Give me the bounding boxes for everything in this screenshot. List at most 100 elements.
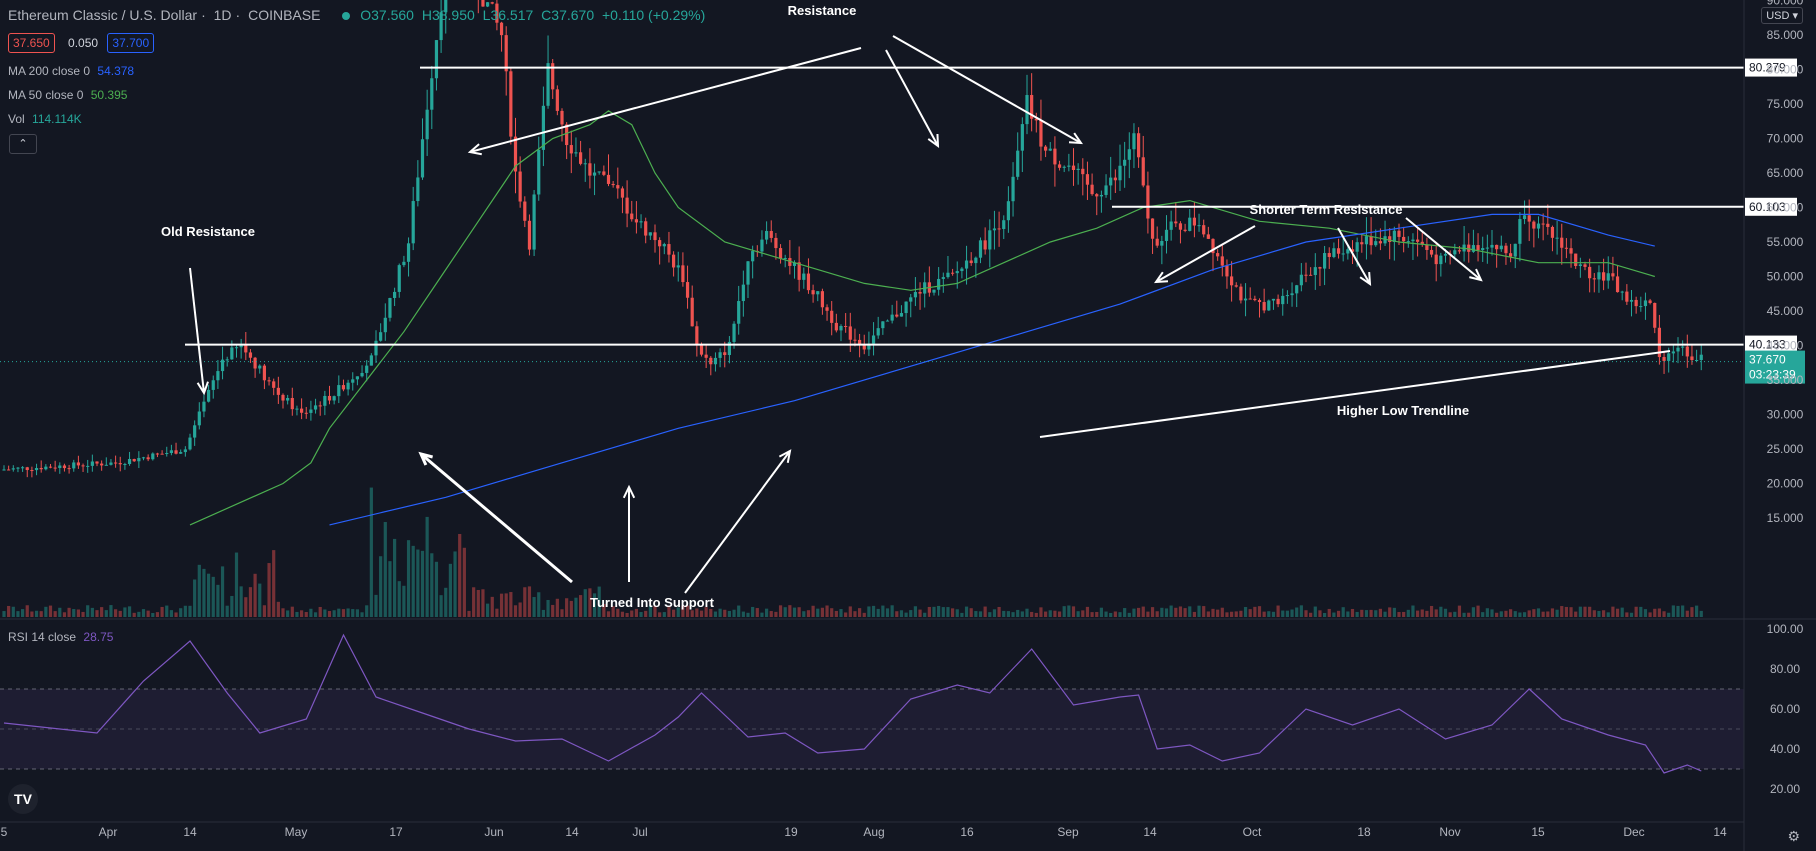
volume-bar bbox=[588, 588, 592, 617]
candle-body bbox=[1578, 264, 1582, 267]
volume-bar bbox=[1192, 611, 1196, 617]
volume-bar bbox=[1006, 611, 1010, 617]
candle-body bbox=[1313, 267, 1317, 276]
legend-vol[interactable]: Vol 114.114K bbox=[8, 112, 86, 126]
ask-price[interactable]: 37.700 bbox=[107, 33, 155, 53]
candle-body bbox=[132, 459, 136, 462]
chevron-up-icon: ⌃ bbox=[18, 138, 28, 150]
time-tick-label: 16 bbox=[960, 825, 974, 839]
candle-body bbox=[486, 2, 490, 7]
candle-body bbox=[699, 344, 704, 355]
candle-body bbox=[397, 265, 401, 292]
candle-body bbox=[318, 405, 322, 407]
tradingview-logo[interactable]: TV bbox=[8, 784, 38, 814]
volume-bar bbox=[1174, 607, 1178, 617]
candle-body bbox=[1076, 168, 1080, 171]
candle-body bbox=[1555, 237, 1559, 239]
volume-bar bbox=[885, 608, 890, 617]
volume-bar bbox=[1392, 607, 1396, 617]
volume-bar bbox=[909, 610, 913, 617]
volume-bar bbox=[904, 612, 908, 617]
candle-body bbox=[127, 459, 132, 465]
candle-body bbox=[723, 352, 727, 356]
volume-bar bbox=[830, 608, 834, 617]
volume-bar bbox=[871, 605, 876, 617]
rsi-line bbox=[3, 633, 1702, 774]
volume-bar bbox=[1457, 605, 1462, 617]
volume-bar bbox=[1243, 607, 1248, 617]
candle-body bbox=[1141, 157, 1145, 186]
legend-ma200[interactable]: MA 200 close 0 54.378 bbox=[8, 64, 138, 78]
volume-bar bbox=[825, 605, 829, 617]
time-tick-label: Aug bbox=[863, 825, 884, 839]
candle-body bbox=[509, 71, 513, 137]
legend-ma50[interactable]: MA 50 close 0 50.395 bbox=[8, 88, 131, 102]
candle-body bbox=[1332, 248, 1336, 257]
volume-bar bbox=[1685, 610, 1689, 617]
currency-selector[interactable]: USD ▾ bbox=[1761, 7, 1803, 24]
candle-body bbox=[1429, 249, 1434, 255]
bid-price[interactable]: 37.650 bbox=[8, 33, 55, 53]
volume-bar bbox=[839, 609, 843, 617]
candle-body bbox=[230, 347, 234, 360]
candle-body bbox=[1336, 248, 1341, 254]
candle-body bbox=[1253, 298, 1257, 301]
time-tick-label: 18 bbox=[1357, 825, 1371, 839]
volume-bar bbox=[1550, 608, 1555, 617]
legend-rsi[interactable]: RSI 14 close 28.75 bbox=[8, 630, 117, 644]
volume-bar bbox=[867, 606, 871, 617]
volume-bar bbox=[1504, 610, 1508, 617]
volume-bar bbox=[602, 604, 606, 617]
volume-bar bbox=[1257, 606, 1262, 617]
volume-bar bbox=[988, 612, 992, 617]
volume-bar bbox=[685, 605, 690, 617]
volume-bar bbox=[1178, 606, 1183, 617]
candle-body bbox=[1453, 250, 1457, 255]
volume-bar bbox=[788, 605, 792, 617]
candle-body bbox=[634, 219, 638, 223]
price-tick-label: 20.000 bbox=[1767, 477, 1804, 491]
ohlc-low: L36.517 bbox=[482, 7, 534, 23]
candle-body bbox=[1615, 276, 1620, 293]
collapse-legend-button[interactable]: ⌃ bbox=[9, 134, 37, 154]
candle-body bbox=[518, 171, 522, 202]
volume-bar bbox=[476, 589, 480, 617]
candle-body bbox=[53, 467, 57, 469]
candle-body bbox=[146, 457, 150, 460]
candle-body bbox=[211, 380, 215, 390]
level-label-resistance-short: 60.103 bbox=[1749, 200, 1786, 214]
volume-bar bbox=[978, 611, 983, 617]
candle-body bbox=[1183, 229, 1187, 231]
ohlc-high: H38.950 bbox=[421, 7, 475, 23]
volume-bar bbox=[406, 540, 411, 617]
candle-body bbox=[114, 462, 118, 464]
candle-body bbox=[95, 461, 99, 464]
volume-bar bbox=[653, 606, 657, 617]
candle-body bbox=[895, 314, 899, 317]
settings-gear-icon[interactable]: ⚙ bbox=[1787, 828, 1800, 844]
time-tick-label: Nov bbox=[1439, 825, 1460, 839]
volume-bar bbox=[1304, 610, 1308, 617]
candle-body bbox=[1648, 300, 1652, 303]
volume-bar bbox=[541, 609, 545, 617]
symbol-name: Ethereum Classic / U.S. Dollar bbox=[8, 7, 198, 23]
last-price-tag bbox=[1745, 350, 1805, 384]
candle-body bbox=[374, 340, 378, 356]
volume-bar bbox=[1295, 607, 1299, 617]
level-tag-resistance-high bbox=[1745, 58, 1797, 77]
volume-bar bbox=[1062, 606, 1066, 617]
candle-body bbox=[1178, 223, 1183, 230]
vol-value: 114.114K bbox=[32, 112, 82, 126]
volume-bar bbox=[1481, 612, 1485, 617]
candle-body bbox=[1667, 353, 1671, 361]
candle-body bbox=[151, 453, 155, 460]
time-tick-label: Oct bbox=[1243, 825, 1262, 839]
volume-bar bbox=[318, 606, 322, 617]
candle-body bbox=[1676, 347, 1680, 352]
symbol-header[interactable]: Ethereum Classic / U.S. Dollar · 1D · COIN… bbox=[8, 7, 706, 23]
volume-bar bbox=[67, 607, 71, 617]
candle-body bbox=[290, 398, 294, 410]
volume-bar bbox=[262, 605, 266, 617]
candle-body bbox=[1499, 245, 1503, 250]
